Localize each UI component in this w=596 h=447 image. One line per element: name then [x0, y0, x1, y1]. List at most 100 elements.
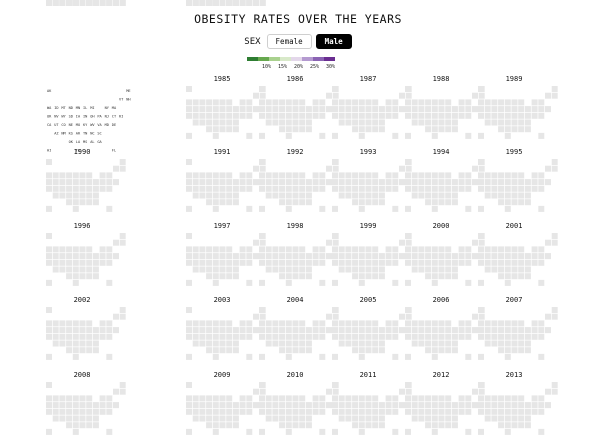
state-tile — [378, 112, 385, 119]
state-tile — [292, 415, 299, 422]
state-tile — [545, 313, 551, 320]
state-tile — [372, 422, 379, 429]
state-tile — [491, 340, 498, 347]
state-tile — [259, 388, 266, 395]
year-tile-map: 1997 — [186, 222, 266, 286]
state-tile — [518, 192, 525, 199]
female-toggle-button[interactable]: Female — [266, 34, 312, 49]
state-tile — [399, 92, 405, 99]
state-tile — [332, 395, 338, 402]
state-tile — [524, 192, 531, 199]
state-tile — [484, 112, 491, 119]
state-tile — [232, 112, 239, 119]
state-tile — [418, 106, 425, 113]
state-tile — [92, 333, 99, 340]
state-tile — [378, 273, 385, 280]
state-tile — [265, 408, 272, 415]
state-tile — [438, 119, 445, 126]
state-tile — [478, 185, 484, 192]
state-tile — [332, 408, 338, 415]
state-tile — [338, 119, 345, 126]
state-tile — [106, 0, 113, 6]
state-tile — [332, 333, 338, 340]
state-tile — [279, 185, 286, 192]
state-tile — [378, 266, 385, 273]
state-tile — [299, 112, 306, 119]
state-tile — [292, 126, 299, 133]
state-tile — [358, 179, 365, 186]
state-tile — [226, 126, 233, 133]
state-tile — [285, 112, 292, 119]
state-tile — [72, 428, 79, 435]
state-tile — [259, 179, 265, 186]
state-tile — [411, 172, 418, 179]
state-tile — [538, 428, 545, 435]
state-tile — [345, 112, 352, 119]
state-tile — [545, 327, 551, 334]
state-tile — [504, 395, 511, 402]
state-tile — [299, 422, 306, 429]
state-tile — [378, 422, 385, 429]
state-tile — [265, 402, 272, 409]
state-tile — [392, 327, 399, 334]
state-tile — [72, 205, 79, 212]
state-tile — [219, 327, 226, 334]
state-tile — [239, 408, 246, 415]
state-tile — [279, 126, 286, 133]
state-tile — [199, 402, 206, 409]
state-tile — [199, 119, 206, 126]
state-tile — [511, 402, 518, 409]
state-tile — [186, 159, 192, 165]
state-tile — [498, 273, 505, 280]
state-tile — [358, 205, 365, 212]
state-tile — [498, 106, 505, 113]
state-tile — [219, 0, 226, 6]
state-tile — [451, 266, 458, 273]
state-tile — [86, 402, 93, 409]
state-tile — [478, 132, 484, 139]
state-tile — [332, 253, 338, 260]
state-tile — [338, 179, 345, 186]
state-tile — [431, 185, 438, 192]
state-tile — [186, 0, 192, 6]
state-tile — [292, 408, 299, 415]
state-tile — [332, 165, 339, 172]
state-tile — [338, 185, 345, 192]
state-tile — [478, 246, 484, 253]
state-tile — [531, 172, 538, 179]
male-toggle-button[interactable]: Male — [315, 34, 352, 49]
state-tile — [478, 395, 484, 402]
state-tile — [226, 0, 233, 6]
state-tile — [219, 333, 226, 340]
state-tile — [186, 106, 192, 113]
year-label: 2008 — [74, 371, 91, 379]
state-tile — [372, 192, 379, 199]
state-key-label: WA — [47, 106, 52, 110]
state-tile — [465, 172, 472, 179]
state-tile — [272, 408, 279, 415]
state-tile — [484, 320, 491, 327]
state-tile — [332, 259, 338, 266]
state-tile — [106, 333, 113, 340]
state-tile — [212, 132, 219, 139]
state-tile — [52, 333, 59, 340]
state-tile — [46, 233, 52, 239]
state-tile — [285, 408, 292, 415]
state-tile — [312, 172, 319, 179]
state-tile — [259, 159, 265, 165]
state-tile — [312, 402, 319, 409]
state-tile — [425, 259, 432, 266]
state-tile — [425, 199, 432, 206]
state-tile — [352, 179, 359, 186]
state-tile — [431, 347, 438, 354]
state-tile — [299, 246, 306, 253]
legend-swatch — [291, 57, 302, 61]
state-tile — [438, 112, 445, 119]
state-tile — [226, 112, 233, 119]
state-tile — [431, 205, 438, 212]
state-tile — [524, 402, 531, 409]
state-key-label: IN — [83, 115, 87, 119]
state-tile — [206, 273, 213, 280]
state-tile — [206, 402, 213, 409]
state-tile — [212, 395, 219, 402]
